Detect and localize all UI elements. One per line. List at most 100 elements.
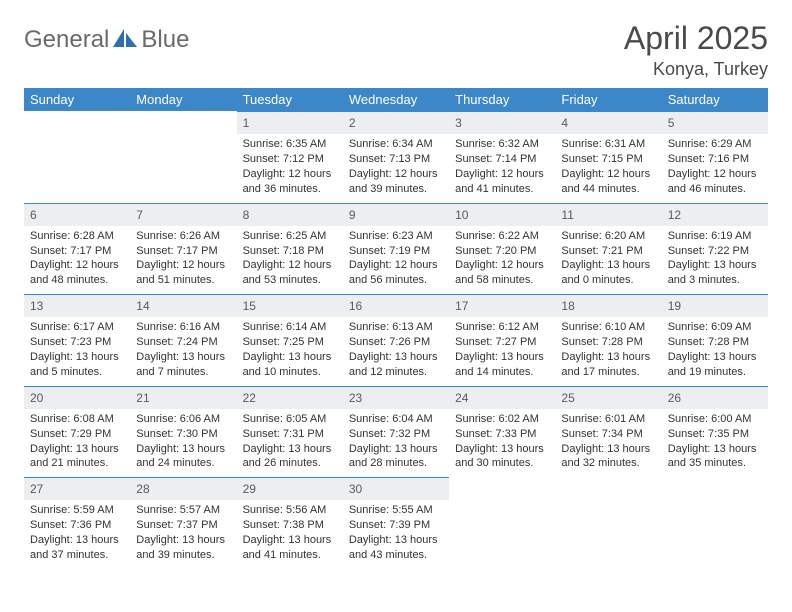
day-cell: 14Sunrise: 6:16 AMSunset: 7:24 PMDayligh… [130,294,236,386]
sunset-text: Sunset: 7:23 PM [30,335,124,350]
day-number: 30 [343,478,449,500]
calendar-week-row: 1Sunrise: 6:35 AMSunset: 7:12 PMDaylight… [24,111,768,203]
daylight-text: Daylight: 13 hours and 28 minutes. [349,442,443,472]
weekday-header: Tuesday [237,88,343,111]
empty-cell [449,477,555,487]
calendar-cell: 9Sunrise: 6:23 AMSunset: 7:19 PMDaylight… [343,203,449,295]
calendar-week-row: 27Sunrise: 5:59 AMSunset: 7:36 PMDayligh… [24,477,768,569]
daylight-text: Daylight: 12 hours and 46 minutes. [668,167,762,197]
calendar-cell [555,477,661,569]
day-details: Sunrise: 6:10 AMSunset: 7:28 PMDaylight:… [555,317,661,379]
day-details: Sunrise: 6:01 AMSunset: 7:34 PMDaylight:… [555,409,661,471]
calendar-cell: 15Sunrise: 6:14 AMSunset: 7:25 PMDayligh… [237,294,343,386]
daylight-text: Daylight: 13 hours and 37 minutes. [30,533,124,563]
day-details: Sunrise: 6:31 AMSunset: 7:15 PMDaylight:… [555,134,661,196]
daylight-text: Daylight: 13 hours and 35 minutes. [668,442,762,472]
sunrise-text: Sunrise: 6:09 AM [668,320,762,335]
day-cell: 15Sunrise: 6:14 AMSunset: 7:25 PMDayligh… [237,294,343,386]
day-cell: 16Sunrise: 6:13 AMSunset: 7:26 PMDayligh… [343,294,449,386]
sunrise-text: Sunrise: 6:19 AM [668,229,762,244]
sunrise-text: Sunrise: 6:26 AM [136,229,230,244]
calendar-cell: 30Sunrise: 5:55 AMSunset: 7:39 PMDayligh… [343,477,449,569]
daylight-text: Daylight: 13 hours and 17 minutes. [561,350,655,380]
sunrise-text: Sunrise: 6:05 AM [243,412,337,427]
brand-logo: General Blue [24,20,189,54]
day-number: 2 [343,112,449,134]
day-number: 15 [237,295,343,317]
day-details: Sunrise: 6:12 AMSunset: 7:27 PMDaylight:… [449,317,555,379]
day-details: Sunrise: 6:00 AMSunset: 7:35 PMDaylight:… [662,409,768,471]
day-number: 24 [449,387,555,409]
sunset-text: Sunset: 7:30 PM [136,427,230,442]
sunset-text: Sunset: 7:14 PM [455,152,549,167]
sunset-text: Sunset: 7:33 PM [455,427,549,442]
sunrise-text: Sunrise: 6:10 AM [561,320,655,335]
day-details: Sunrise: 6:14 AMSunset: 7:25 PMDaylight:… [237,317,343,379]
sunrise-text: Sunrise: 6:13 AM [349,320,443,335]
day-number: 28 [130,478,236,500]
calendar-cell: 14Sunrise: 6:16 AMSunset: 7:24 PMDayligh… [130,294,236,386]
calendar-cell: 22Sunrise: 6:05 AMSunset: 7:31 PMDayligh… [237,386,343,478]
day-number: 21 [130,387,236,409]
empty-cell [24,111,130,121]
day-details: Sunrise: 5:55 AMSunset: 7:39 PMDaylight:… [343,500,449,562]
calendar-cell: 12Sunrise: 6:19 AMSunset: 7:22 PMDayligh… [662,203,768,295]
calendar-cell: 26Sunrise: 6:00 AMSunset: 7:35 PMDayligh… [662,386,768,478]
day-number: 25 [555,387,661,409]
empty-cell [130,111,236,121]
calendar-cell: 24Sunrise: 6:02 AMSunset: 7:33 PMDayligh… [449,386,555,478]
sunset-text: Sunset: 7:18 PM [243,244,337,259]
weekday-header: Friday [555,88,661,111]
day-number: 23 [343,387,449,409]
day-details: Sunrise: 6:19 AMSunset: 7:22 PMDaylight:… [662,226,768,288]
daylight-text: Daylight: 12 hours and 58 minutes. [455,258,549,288]
calendar-cell [662,477,768,569]
day-details: Sunrise: 6:13 AMSunset: 7:26 PMDaylight:… [343,317,449,379]
day-cell: 12Sunrise: 6:19 AMSunset: 7:22 PMDayligh… [662,203,768,295]
daylight-text: Daylight: 12 hours and 36 minutes. [243,167,337,197]
day-details: Sunrise: 6:06 AMSunset: 7:30 PMDaylight:… [130,409,236,471]
sunset-text: Sunset: 7:37 PM [136,518,230,533]
daylight-text: Daylight: 13 hours and 5 minutes. [30,350,124,380]
calendar-cell: 1Sunrise: 6:35 AMSunset: 7:12 PMDaylight… [237,111,343,203]
sunrise-text: Sunrise: 6:17 AM [30,320,124,335]
day-cell: 6Sunrise: 6:28 AMSunset: 7:17 PMDaylight… [24,203,130,295]
daylight-text: Daylight: 13 hours and 0 minutes. [561,258,655,288]
day-details: Sunrise: 6:02 AMSunset: 7:33 PMDaylight:… [449,409,555,471]
day-details: Sunrise: 6:26 AMSunset: 7:17 PMDaylight:… [130,226,236,288]
calendar-cell: 21Sunrise: 6:06 AMSunset: 7:30 PMDayligh… [130,386,236,478]
weekday-header: Sunday [24,88,130,111]
daylight-text: Daylight: 13 hours and 12 minutes. [349,350,443,380]
day-cell: 30Sunrise: 5:55 AMSunset: 7:39 PMDayligh… [343,477,449,569]
daylight-text: Daylight: 12 hours and 39 minutes. [349,167,443,197]
day-number: 13 [24,295,130,317]
calendar-cell: 5Sunrise: 6:29 AMSunset: 7:16 PMDaylight… [662,111,768,203]
location-subtitle: Konya, Turkey [624,59,768,80]
calendar-cell: 3Sunrise: 6:32 AMSunset: 7:14 PMDaylight… [449,111,555,203]
sunrise-text: Sunrise: 6:35 AM [243,137,337,152]
day-number: 8 [237,204,343,226]
calendar-cell: 4Sunrise: 6:31 AMSunset: 7:15 PMDaylight… [555,111,661,203]
sunrise-text: Sunrise: 6:25 AM [243,229,337,244]
day-number: 3 [449,112,555,134]
day-number: 4 [555,112,661,134]
sunset-text: Sunset: 7:24 PM [136,335,230,350]
sunrise-text: Sunrise: 5:55 AM [349,503,443,518]
calendar-week-row: 13Sunrise: 6:17 AMSunset: 7:23 PMDayligh… [24,294,768,386]
sunset-text: Sunset: 7:25 PM [243,335,337,350]
day-cell: 24Sunrise: 6:02 AMSunset: 7:33 PMDayligh… [449,386,555,478]
sunset-text: Sunset: 7:19 PM [349,244,443,259]
day-number: 14 [130,295,236,317]
day-details: Sunrise: 6:22 AMSunset: 7:20 PMDaylight:… [449,226,555,288]
daylight-text: Daylight: 13 hours and 39 minutes. [136,533,230,563]
title-block: April 2025 Konya, Turkey [624,20,768,80]
sunset-text: Sunset: 7:20 PM [455,244,549,259]
day-cell: 18Sunrise: 6:10 AMSunset: 7:28 PMDayligh… [555,294,661,386]
calendar-week-row: 6Sunrise: 6:28 AMSunset: 7:17 PMDaylight… [24,203,768,295]
daylight-text: Daylight: 12 hours and 53 minutes. [243,258,337,288]
day-cell: 19Sunrise: 6:09 AMSunset: 7:28 PMDayligh… [662,294,768,386]
sunrise-text: Sunrise: 6:14 AM [243,320,337,335]
calendar-week-row: 20Sunrise: 6:08 AMSunset: 7:29 PMDayligh… [24,386,768,478]
sunset-text: Sunset: 7:16 PM [668,152,762,167]
sunset-text: Sunset: 7:17 PM [136,244,230,259]
